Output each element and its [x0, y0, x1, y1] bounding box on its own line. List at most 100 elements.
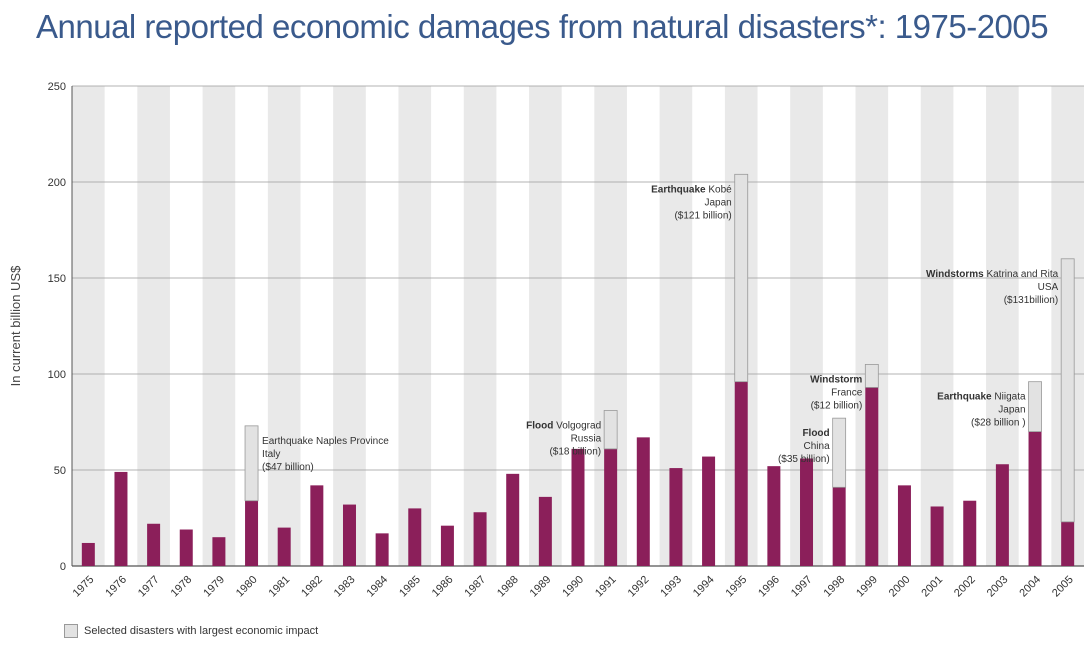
x-tick-label: 2004: [1017, 574, 1043, 600]
x-tick-label: 2001: [919, 574, 945, 600]
x-tick-label: 1981: [267, 574, 293, 600]
x-tick-label: 2005: [1050, 574, 1076, 600]
annotation-line: Japan: [998, 405, 1025, 416]
bar-1997: [800, 458, 814, 566]
bar-1979: [212, 537, 226, 566]
bar-selected-disaster-1991: [603, 410, 618, 450]
annotation-line: Russia: [571, 433, 602, 444]
x-tick-label: 2003: [985, 574, 1011, 600]
annotation-text: Niigata: [992, 392, 1026, 403]
x-tick-label: 1999: [854, 574, 880, 600]
x-tick-label: 1991: [593, 574, 619, 600]
x-tick-label: 1993: [658, 574, 684, 600]
column-stripe: [529, 86, 562, 566]
annotation-text: ($131billion): [1004, 295, 1058, 306]
annotation-text: Japan: [998, 405, 1025, 416]
bar-1996: [767, 466, 781, 566]
annotation-line: Earthquake Naples Province: [262, 436, 389, 447]
annotation-text: Kobé: [706, 184, 733, 195]
annotation-line: ($28 billion ): [971, 418, 1025, 429]
bar-selected-disaster-1998: [832, 417, 847, 488]
chart-legend: Selected disasters with largest economic…: [64, 623, 318, 639]
bar-1976: [114, 471, 128, 566]
x-tick-label: 1986: [430, 574, 456, 600]
annotation-text: Windstorms: [926, 269, 984, 280]
bar-2002: [963, 500, 977, 566]
y-tick-label: 200: [48, 177, 66, 189]
annotation-text: Volgograd: [553, 420, 601, 431]
x-tick-label: 1996: [756, 574, 782, 600]
y-tick-label: 50: [54, 465, 66, 477]
annotation-2004: Earthquake Niigata Japan ($28 billion ): [937, 392, 1026, 429]
x-tick-label: 1989: [528, 574, 554, 600]
annotation-1999: Windstorm France ($12 billion): [810, 374, 863, 411]
annotation-text: ($12 billion): [811, 400, 863, 411]
annotation-line: ($131billion): [1004, 295, 1058, 306]
bar-selected-disaster-2004: [1028, 381, 1042, 432]
bar-1988: [506, 473, 520, 566]
annotation-line: Earthquake Kobé: [651, 184, 732, 195]
x-tick-label: 2000: [887, 574, 913, 600]
bar-1977: [147, 523, 161, 566]
annotation-text: Japan: [704, 197, 731, 208]
annotation-text: France: [831, 387, 863, 398]
annotation-line: ($47 billion): [262, 462, 314, 473]
bar-1991: [604, 448, 618, 566]
column-stripe: [267, 86, 301, 566]
legend-swatch: [64, 624, 78, 638]
annotation-text: Earthquake: [651, 184, 706, 195]
annotation-text: Earthquake: [937, 392, 992, 403]
x-tick-label: 1976: [103, 574, 129, 600]
x-tick-label: 2002: [952, 574, 978, 600]
annotation-line: Italy: [262, 449, 280, 460]
bar-1981: [277, 527, 291, 566]
bar-1995: [734, 381, 748, 566]
annotation-text: ($28 billion ): [971, 418, 1025, 429]
annotation-line: France: [831, 387, 863, 398]
bar-1998: [832, 487, 846, 566]
bar-1985: [408, 508, 422, 566]
annotation-line: Windstorms Katrina and Rita: [926, 269, 1059, 280]
column-stripe: [137, 86, 170, 566]
bar-1999: [865, 387, 879, 566]
column-stripe: [463, 86, 497, 566]
annotation-2005: Windstorms Katrina and Rita USA ($131billi…: [926, 269, 1059, 306]
x-tick-label: 1982: [299, 574, 325, 600]
annotation-line: Windstorm: [810, 374, 862, 385]
annotation-1980: Earthquake Naples Province Italy ($47 bill…: [262, 436, 389, 473]
x-tick-label: 1983: [332, 574, 358, 600]
annotation-text: ($121 billion): [674, 210, 731, 221]
y-tick-label: 0: [60, 561, 66, 573]
bar-1992: [636, 437, 650, 566]
annotation-text: Flood: [526, 420, 553, 431]
x-tick-label: 1985: [397, 574, 423, 600]
x-tick-label: 1978: [169, 574, 195, 600]
x-tick-label: 1977: [136, 574, 162, 600]
annotation-text: Russia: [571, 433, 602, 444]
y-tick-label: 250: [48, 81, 66, 93]
column-stripe: [72, 86, 105, 566]
bar-1975: [81, 542, 95, 566]
legend-label: Selected disasters with largest economic…: [84, 625, 319, 637]
bar-2004: [1028, 431, 1042, 566]
bar-selected-disaster-1999: [864, 363, 879, 388]
annotation-1995: Earthquake Kobé Japan ($121 billion): [651, 184, 732, 221]
column-stripe: [202, 86, 236, 566]
annotation-line: USA: [1038, 282, 1059, 293]
bar-1989: [538, 496, 552, 566]
annotation-line: Japan: [704, 197, 731, 208]
annotation-text: China: [804, 441, 831, 452]
x-tick-label: 1984: [364, 574, 390, 600]
annotation-text: Earthquake Naples Province: [262, 436, 389, 447]
x-tick-label: 1995: [724, 574, 750, 600]
y-axis-label: In current billion US$: [8, 265, 23, 386]
bar-1984: [375, 533, 389, 566]
bar-2000: [897, 485, 911, 566]
annotation-line: Flood: [802, 428, 829, 439]
x-tick-label: 1979: [201, 574, 227, 600]
annotation-line: ($12 billion): [811, 400, 863, 411]
bar-1993: [669, 468, 683, 566]
annotation-line: Flood Volgograd: [526, 420, 601, 431]
annotation-text: Flood: [802, 428, 829, 439]
annotation-text: ($18 billion): [549, 446, 601, 457]
